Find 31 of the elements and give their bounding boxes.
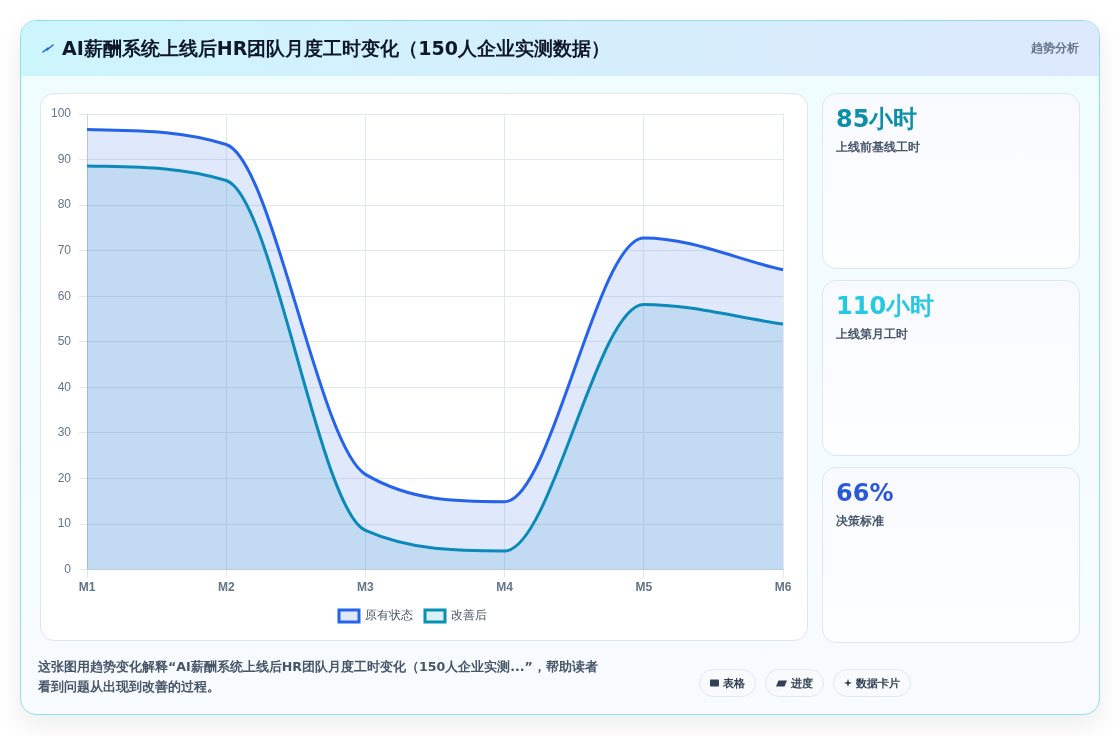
y-tick-label: 20 bbox=[57, 470, 72, 485]
text: 这张图用趋势变化解释“AI薪酬系统上线后HR团队月度工时变化（150人企业实测...”，帮助读者看到问题从出现到改善的过程。 bbox=[38, 658, 599, 696]
y-tick-label: 10 bbox=[57, 516, 72, 531]
legend-label: 改善后 bbox=[451, 608, 487, 623]
chart-title: AI薪酬系统上线后HR团队月度工时变化（150人企业实测数据） bbox=[62, 36, 610, 60]
y-tick-label: 70 bbox=[57, 242, 72, 257]
x-tick-label: M1 bbox=[78, 580, 96, 595]
text: 85小时 bbox=[836, 104, 918, 134]
text: 上线第月工时 bbox=[836, 326, 908, 342]
x-tick-label: M5 bbox=[635, 580, 653, 595]
y-tick-label: 30 bbox=[57, 425, 72, 440]
y-tick-label: 40 bbox=[57, 379, 72, 394]
text: 决策标准 bbox=[836, 513, 884, 529]
x-tick-label: M6 bbox=[774, 580, 792, 595]
text: 110小时 bbox=[836, 291, 935, 321]
x-tick-label: M2 bbox=[217, 580, 235, 595]
text: 66% bbox=[836, 478, 894, 508]
legend-label: 原有状态 bbox=[365, 608, 413, 623]
y-tick-label: 50 bbox=[57, 334, 72, 349]
y-tick-label: 60 bbox=[57, 288, 72, 303]
text: 数据卡片 bbox=[856, 675, 900, 691]
y-tick-label: 100 bbox=[50, 106, 72, 121]
y-tick-label: 90 bbox=[57, 151, 72, 166]
x-tick-label: M4 bbox=[496, 580, 514, 595]
y-tick-label: 0 bbox=[64, 561, 72, 576]
text: 上线前基线工时 bbox=[836, 139, 920, 155]
text: 趋势分析 bbox=[1031, 40, 1079, 56]
text: 表格 bbox=[723, 675, 745, 691]
x-tick-label: M3 bbox=[357, 580, 375, 595]
y-tick-label: 80 bbox=[57, 197, 72, 212]
text: 进度 bbox=[791, 675, 813, 691]
